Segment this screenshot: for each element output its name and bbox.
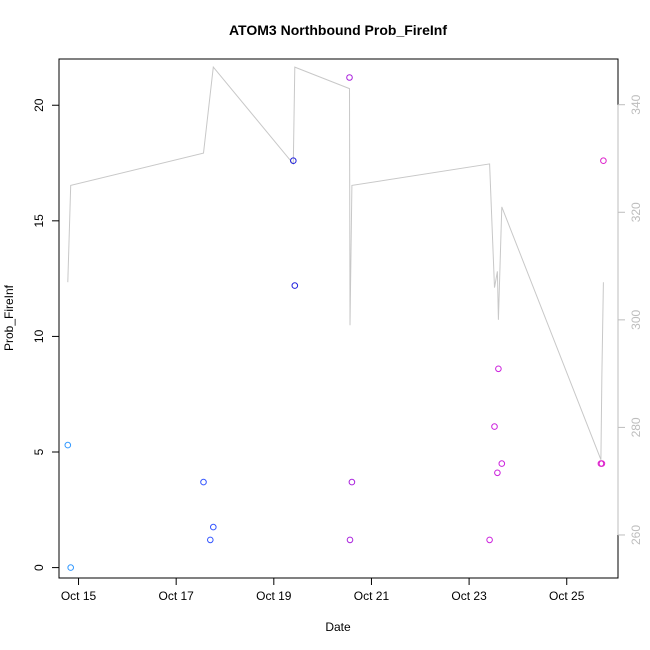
data-point <box>346 536 354 544</box>
x-tick-label: Oct 19 <box>256 589 292 603</box>
data-point <box>207 536 214 544</box>
x-tick-label: Oct 17 <box>158 589 194 603</box>
plot-frame <box>58 58 619 579</box>
y-tick-label: 15 <box>32 214 46 228</box>
y2-tick-label: 320 <box>629 202 643 222</box>
data-point <box>291 282 299 289</box>
x-tick-label: Oct 21 <box>354 589 390 603</box>
x-axis: Oct 15 Oct 17 Oct 19 Oct 21 Oct 23 Oct 25 <box>61 577 585 603</box>
data-point <box>348 478 356 486</box>
series-line <box>67 65 604 460</box>
y2-tick-label: 280 <box>629 417 643 437</box>
x-tick-label: Oct 15 <box>61 589 97 603</box>
data-point <box>290 157 297 164</box>
x-tick-label: Oct 25 <box>549 589 585 603</box>
y-tick-label: 0 <box>32 564 46 571</box>
data-point <box>494 469 501 477</box>
y-axis-right: 260 280 300 320 340 <box>617 94 643 545</box>
y2-tick-label: 260 <box>629 525 643 545</box>
data-point <box>598 460 606 467</box>
y-tick-label: 5 <box>32 448 46 455</box>
y2-tick-label: 340 <box>629 94 643 114</box>
y-axis-left: 0 5 10 15 20 <box>32 98 60 571</box>
data-point <box>600 157 607 164</box>
data-point <box>200 478 207 486</box>
right-axis-line-layer <box>67 65 604 460</box>
data-point <box>498 460 506 467</box>
data-point <box>64 441 72 449</box>
chart-title: ATOM3 Northbound Prob_FireInf <box>229 22 447 38</box>
data-point <box>67 564 74 571</box>
data-point <box>495 365 502 373</box>
points-layer <box>64 74 607 571</box>
x-tick-label: Oct 23 <box>451 589 487 603</box>
data-point <box>346 74 353 81</box>
data-point <box>491 423 498 430</box>
y-tick-label: 20 <box>32 98 46 112</box>
data-point <box>210 523 217 531</box>
x-axis-label: Date <box>325 620 351 634</box>
data-point <box>486 536 493 544</box>
y-axis-label: Prob_FireInf <box>2 284 16 351</box>
y2-tick-label: 300 <box>629 310 643 330</box>
y-tick-label: 10 <box>32 329 46 343</box>
